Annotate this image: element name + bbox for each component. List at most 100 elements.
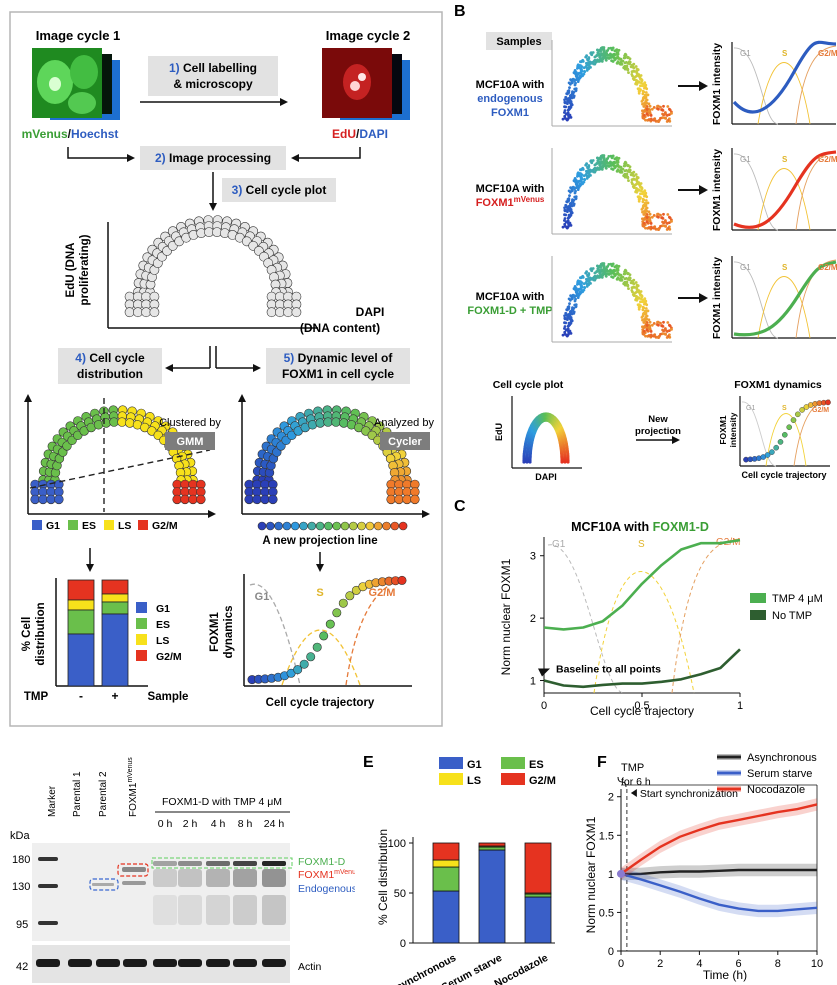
band-smear bbox=[153, 895, 177, 925]
scatter-point bbox=[659, 332, 662, 336]
phase-curve-g2m bbox=[795, 45, 837, 125]
panel-b-letter: B bbox=[454, 3, 466, 20]
step3-box bbox=[222, 178, 336, 202]
x-category-label: Nocodazole bbox=[492, 952, 550, 985]
scatter-point bbox=[626, 271, 629, 275]
scatter-point bbox=[670, 112, 673, 115]
panel-f-letter: F bbox=[597, 754, 607, 771]
legend-swatch bbox=[439, 757, 463, 769]
scatter-point bbox=[602, 50, 606, 54]
scatter-point bbox=[649, 222, 653, 225]
gmm-label: GMM bbox=[177, 436, 204, 448]
scatter-point bbox=[623, 173, 626, 177]
scatter-point bbox=[585, 61, 588, 65]
panel-f-legend: Asynchronous Serum starve Nocodazole bbox=[717, 752, 817, 796]
marker-band bbox=[38, 921, 58, 925]
cycler-label: Cycler bbox=[388, 436, 422, 448]
scatter-point bbox=[593, 59, 597, 62]
scatter-point bbox=[641, 204, 645, 208]
scatter-point bbox=[615, 156, 619, 160]
cell-dot bbox=[386, 494, 396, 505]
cell-dot bbox=[93, 420, 104, 430]
scatter-point bbox=[591, 51, 595, 54]
scatter-point bbox=[643, 81, 647, 85]
actin-band bbox=[178, 959, 202, 967]
scatter-point bbox=[645, 98, 649, 102]
phase-curve-g2m bbox=[671, 538, 741, 694]
scatter-point bbox=[625, 64, 629, 68]
scatter-point bbox=[573, 178, 577, 182]
scatter-point bbox=[626, 163, 629, 167]
phase-label-g1: G1 bbox=[746, 405, 755, 412]
row1-intensity-plot: G1 S G2/M bbox=[731, 40, 837, 125]
phase-label-s: S bbox=[782, 155, 788, 164]
scatter-point bbox=[652, 214, 656, 217]
panel-f-xlabel: Time (h) bbox=[703, 968, 747, 982]
dynamics-dot bbox=[781, 431, 788, 438]
scatter-point bbox=[626, 176, 630, 180]
scatter-point bbox=[655, 119, 659, 123]
marker-band bbox=[38, 857, 58, 861]
band bbox=[122, 881, 146, 885]
scatter-point bbox=[642, 113, 646, 117]
scatter-point bbox=[611, 262, 615, 266]
cell-dot bbox=[283, 307, 293, 318]
scatter-point bbox=[615, 277, 619, 281]
band-smear bbox=[153, 869, 177, 887]
scatter-point bbox=[609, 154, 613, 158]
step1-label: 1) Cell labelling bbox=[169, 61, 257, 75]
scatter-point bbox=[645, 323, 649, 327]
scatter-point bbox=[634, 281, 638, 284]
b-mini-dyn-x: Cell cycle trajectory bbox=[741, 470, 826, 480]
analyzed-by-label: Analyzed by bbox=[374, 417, 434, 429]
svg-text:G2/M: G2/M bbox=[156, 651, 182, 663]
scatter-point bbox=[563, 317, 567, 321]
phase-label-g2m: G2/M bbox=[818, 263, 837, 272]
scatter-point bbox=[664, 220, 667, 224]
actin-band bbox=[153, 959, 177, 967]
scatter-point bbox=[571, 308, 574, 312]
scatter-point bbox=[644, 307, 648, 310]
scatter-point bbox=[623, 61, 627, 65]
scatter-point bbox=[628, 60, 631, 63]
scatter-point bbox=[567, 197, 571, 200]
scatter-point bbox=[643, 110, 646, 113]
scatter-point bbox=[572, 78, 576, 81]
scatter-point bbox=[564, 95, 568, 99]
dynamics-dot bbox=[769, 449, 775, 455]
scatter-point bbox=[639, 196, 642, 200]
scatter-point bbox=[576, 63, 580, 67]
scatter-point bbox=[662, 320, 665, 324]
scatter-point bbox=[576, 66, 579, 70]
scatter-point bbox=[624, 269, 628, 273]
scatter-point bbox=[644, 199, 648, 202]
scatter-point bbox=[646, 309, 650, 313]
foxm1-curve bbox=[733, 150, 837, 229]
scatter-point bbox=[604, 269, 607, 273]
projection-dot bbox=[382, 521, 391, 531]
bar-segment bbox=[524, 842, 552, 894]
scatter-point bbox=[640, 84, 644, 88]
scatter-point bbox=[609, 268, 612, 272]
dynamics-dot bbox=[325, 619, 335, 629]
panel-f: F TMP for 6 h Norm nuclear FOXM1 Time (h… bbox=[584, 752, 823, 982]
scatter-point bbox=[563, 101, 567, 105]
scatter-point bbox=[600, 272, 604, 276]
svg-text:G2/M: G2/M bbox=[152, 520, 178, 532]
scatter-point bbox=[563, 327, 566, 330]
scatter-point bbox=[563, 111, 566, 114]
actin-band bbox=[233, 959, 257, 967]
scatter-point bbox=[602, 46, 606, 49]
scatter-point bbox=[600, 164, 604, 168]
phase-curve-g1 bbox=[733, 47, 779, 125]
scatter-point bbox=[582, 72, 586, 76]
scatter-point bbox=[634, 190, 637, 194]
cell-dot bbox=[124, 307, 135, 318]
band-endogenous: Endogenous bbox=[298, 883, 355, 895]
scatter-point bbox=[561, 225, 565, 229]
scatter-point bbox=[569, 332, 573, 335]
panel-c-title: MCF10A with FOXM1-D bbox=[571, 520, 709, 534]
row1-ylabel: FOXM1 intensity bbox=[711, 43, 723, 125]
scatter-point bbox=[588, 168, 592, 172]
